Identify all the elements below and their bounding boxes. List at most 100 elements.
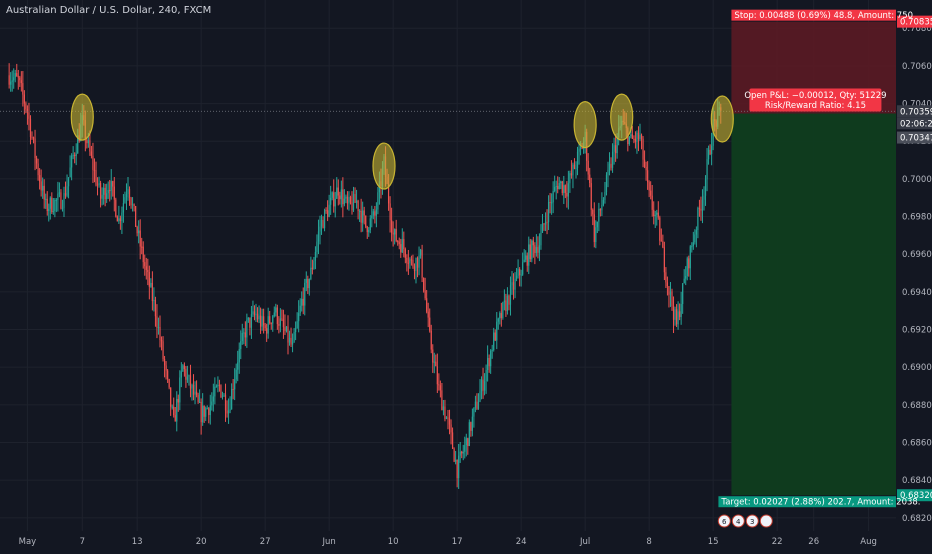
time-tick-label: 22 [772,537,783,547]
candle-body [49,197,51,209]
candle-body [448,418,451,425]
candle-body [467,438,469,446]
candle-body [200,401,202,423]
candle-body [552,190,554,203]
candle-body [357,200,359,211]
candle-body [141,246,143,248]
candle-body [256,313,259,320]
candle-body [218,384,221,386]
candle-body [58,192,61,194]
time-tick-label: 13 [132,537,143,547]
candle-body [71,155,73,168]
candle-body [532,240,534,246]
candle-body [508,295,510,305]
candle-body [51,197,53,212]
target-price-tag: 0.68320 [900,491,932,501]
candle-body [558,183,560,190]
candle-body [119,218,121,221]
candle-body [45,198,47,200]
candle-body [697,208,699,231]
candle-body [499,313,501,319]
candle-body [666,282,669,287]
time-tick-label: 27 [260,537,271,547]
candle-body [711,145,713,155]
pnl-line2: Risk/Reward Ratio: 4.15 [765,101,866,111]
candle-body [650,190,652,196]
time-axis[interactable]: May 7 13 20 27 Jun 10 17 24 Jul 8 15 22 26 Aug [19,537,877,547]
price-axis[interactable]: 0.708000.706000.704000.702000.700000.698… [897,15,932,524]
time-tick-label: 17 [452,537,463,547]
candle-body [704,179,707,196]
candle-body [145,266,147,270]
candle-body [366,226,368,233]
candle-body [575,167,577,169]
candle-body [519,268,521,276]
time-tick-label: May [19,537,37,547]
target-zone [731,113,896,496]
candle-body [124,197,126,203]
candle-body [160,340,163,342]
candle-body [503,300,505,303]
candle-body [679,311,681,318]
candle-body [703,195,705,200]
candle-body [291,342,294,345]
candle-body [430,330,432,350]
candle-body [415,257,417,272]
stop-price-tag: 0.70835 [900,18,932,28]
candle-body [302,298,304,306]
candle-body [90,151,93,156]
candle-body [232,388,234,390]
candle-body [337,187,339,196]
candle-body [462,451,464,454]
candle-body [250,314,253,328]
candle-body [476,401,478,409]
candle-body [698,208,701,210]
candle-body [576,151,579,168]
candle-body [429,317,431,331]
candle-body [279,318,281,326]
candle-body [106,193,108,200]
pnl-line1: Open P&L: −0.00012, Qty: 51229 [744,91,886,101]
candle-body [317,231,320,242]
candle-body [304,282,306,306]
candle-body [647,170,649,183]
candle-body [453,448,455,462]
time-tick-label: 15 [708,537,719,547]
candle-body [459,451,461,456]
candle-body [531,240,533,260]
event-badge-count: 4 [736,518,741,526]
candle-body [95,170,97,185]
candle-body [285,326,288,332]
candle-body [398,241,400,245]
candle-body [455,459,457,462]
candle-body [104,187,106,200]
candle-body [595,227,597,243]
candle-body [645,166,647,171]
candle-body [231,388,233,410]
stop-label: Stop: 0.00488 (0.69%) 48.8, Amount: 750 [734,11,913,21]
candle-body [206,408,208,410]
candle-body [461,451,463,454]
candle-body [447,417,449,419]
time-tick-label: Aug [860,537,877,547]
candle-body [223,394,225,397]
candle-body [348,197,350,204]
candle-body [395,229,397,242]
candle-body [520,274,522,276]
candle-body [290,337,292,345]
candle-body [549,201,551,203]
candle-body [630,134,632,137]
candle-body [514,278,516,290]
candle-body [683,278,685,284]
candle-body [52,211,54,213]
candle-body [46,198,48,212]
candle-body [32,137,35,139]
candle-body [189,375,192,389]
candle-body [456,459,458,479]
candle-body [496,321,498,341]
candle-body [409,259,411,264]
candle-body [491,350,493,352]
